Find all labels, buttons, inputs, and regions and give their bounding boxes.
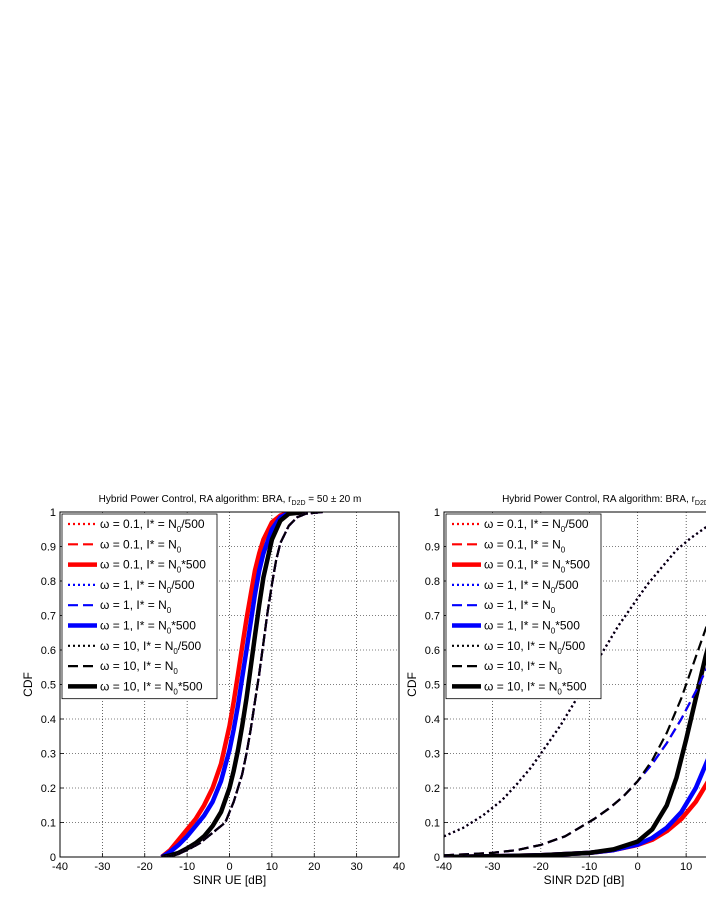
legend: ω = 0.1, I* = N0/500 ω = 0.1, I* = N0 ω = … (61, 513, 218, 700)
series-line-2 (160, 512, 298, 857)
y-tick-label: 0.9 (425, 542, 440, 554)
legend-label: ω = 10, I* = N0/500 (100, 639, 202, 656)
y-tick-label: 0.7 (425, 611, 440, 623)
legend-label: ω = 10, I* = N0 (484, 659, 562, 676)
y-tick-label: 0.1 (425, 818, 440, 830)
legend-label: ω = 0.1, I* = N0/500 (484, 517, 589, 534)
legend-label: ω = 0.1, I* = N0 (484, 537, 566, 554)
legend-label: ω = 10, I* = N0/500 (484, 639, 586, 656)
y-tick-label: 0.5 (425, 680, 440, 692)
legend-label: ω = 0.1, I* = N0 (100, 537, 182, 554)
y-tick-label: 0.8 (425, 576, 440, 588)
y-tick-label: 0.5 (41, 680, 56, 692)
chart-sinr-ue: -40 -30 -20 -10 0 10 20 30 40 0 0.1 0.2 0.3 0.4 0.5 0.6… (21, 494, 405, 887)
series-line-6 (161, 512, 323, 857)
x-tick-label: 20 (308, 861, 320, 873)
legend-label: ω = 10, I* = N0*500 (100, 679, 203, 696)
x-tick-label: -10 (581, 861, 597, 873)
y-axis-label: CDF (21, 672, 35, 697)
y-tick-label: 0.8 (41, 576, 56, 588)
y-tick-label: 0.1 (41, 818, 56, 830)
legend-label: ω = 1, I* = N0 (484, 598, 556, 615)
y-tick-label: 0.4 (425, 714, 440, 726)
x-tick-label: 0 (635, 861, 641, 873)
series-line-8 (161, 512, 307, 857)
y-tick-label: 0.2 (425, 783, 440, 795)
series-line-5 (160, 512, 302, 857)
x-axis-label: SINR UE [dB] (193, 873, 266, 887)
legend: ω = 0.1, I* = N0/500 ω = 0.1, I* = N0 ω = … (445, 513, 602, 700)
x-axis-label: SINR D2D [dB] (544, 873, 625, 887)
series-group (160, 512, 323, 857)
y-tick-label: 0.3 (41, 749, 56, 761)
axes-frame (443, 511, 706, 858)
y-tick-label: 0.2 (41, 783, 56, 795)
series-line-8 (444, 646, 706, 857)
legend-label: ω = 1, I* = N0/500 (484, 578, 579, 595)
y-tick-label: 0.7 (41, 611, 56, 623)
y-tick-label: 0.4 (41, 714, 56, 726)
y-tick-label: 0 (434, 852, 440, 864)
legend-label: ω = 1, I* = N0 (100, 598, 172, 615)
legend-label: ω = 0.1, I* = N0*500 (100, 558, 206, 575)
y-axis-label: CDF (405, 672, 419, 697)
y-tick-label: 0.6 (41, 645, 56, 657)
chart-title: Hybrid Power Control, RA algorithm: BRA,… (99, 494, 362, 507)
grid: -40 -30 -20 -10 0 10 20 30 40 0 0.1 0.2 0.3 0.4 0.5 0.6… (41, 507, 405, 873)
x-tick-label: -30 (94, 861, 110, 873)
y-tick-label: 0.3 (425, 749, 440, 761)
legend-label: ω = 0.1, I* = N0*500 (484, 558, 590, 575)
x-tick-label: -20 (137, 861, 153, 873)
legend-label: ω = 1, I* = N0*500 (100, 619, 196, 636)
chart-title: Hybrid Power Control, RA algorithm: BRA,… (502, 494, 706, 507)
x-tick-label: -10 (179, 861, 195, 873)
legend-label: ω = 1, I* = N0/500 (100, 578, 195, 595)
axes-frame (59, 511, 400, 858)
x-tick-label: -40 (52, 861, 68, 873)
x-tick-label: 10 (266, 861, 278, 873)
y-tick-label: 1 (50, 507, 56, 519)
legend-label: ω = 0.1, I* = N0/500 (100, 517, 205, 534)
y-tick-label: 0.6 (425, 645, 440, 657)
x-tick-label: -20 (533, 861, 549, 873)
x-tick-label: -30 (484, 861, 500, 873)
chart-sinr-d2d: -40-30-20-100102000.10.20.30.40.50.60.70… (405, 494, 706, 887)
x-tick-label: 30 (351, 861, 363, 873)
legend-label: ω = 10, I* = N0*500 (484, 679, 587, 696)
legend-label: ω = 10, I* = N0 (100, 659, 178, 676)
x-tick-label: 0 (226, 861, 232, 873)
x-tick-label: 40 (393, 861, 405, 873)
x-tick-label: 10 (680, 861, 692, 873)
x-tick-label: -40 (436, 861, 452, 873)
y-tick-label: 0.9 (41, 542, 56, 554)
legend-label: ω = 1, I* = N0*500 (484, 619, 580, 636)
y-tick-label: 0 (50, 852, 56, 864)
series-group (444, 526, 706, 857)
y-tick-label: 1 (434, 507, 440, 519)
